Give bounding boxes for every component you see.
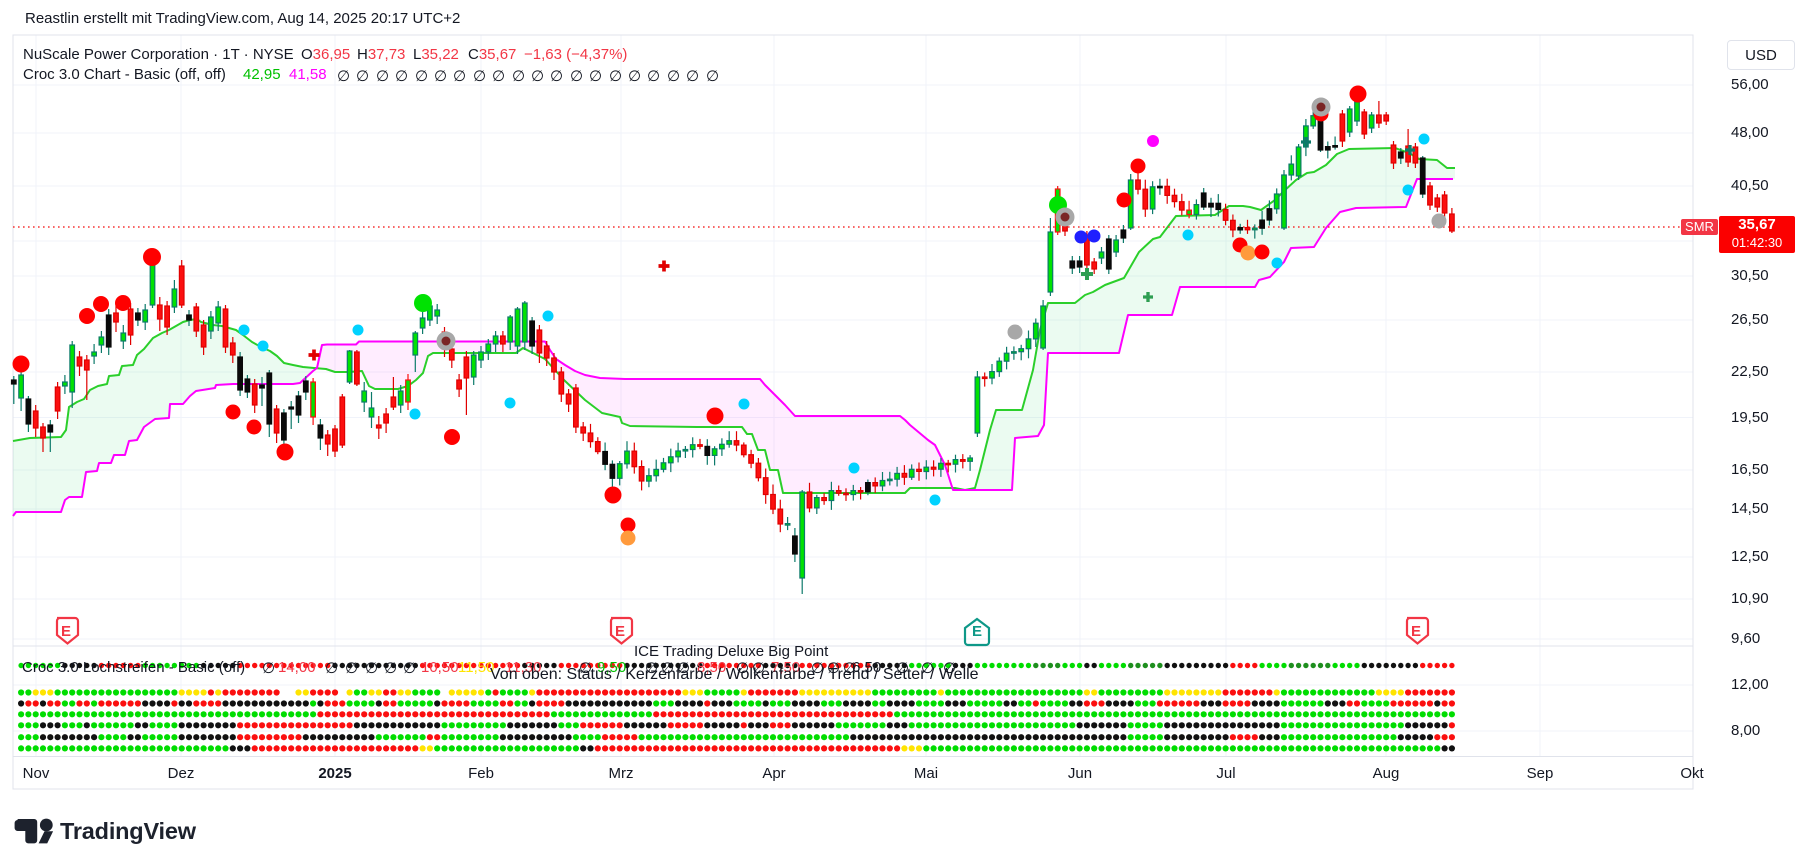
svg-text:E: E <box>972 623 982 640</box>
svg-text:E: E <box>1411 623 1421 640</box>
svg-text:E: E <box>615 623 625 640</box>
svg-text:E: E <box>61 623 71 640</box>
